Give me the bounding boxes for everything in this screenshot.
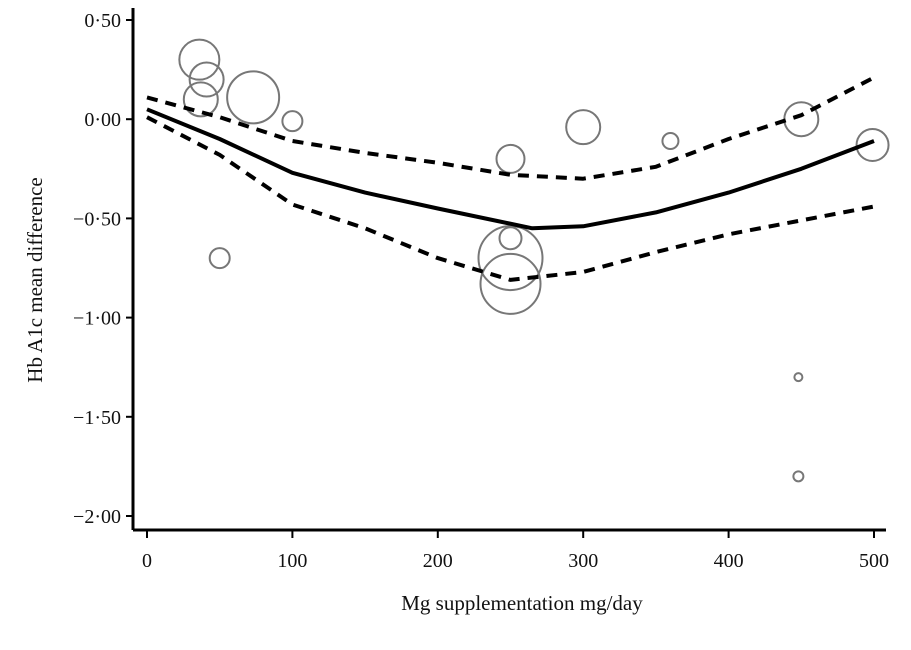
bubble-series: [178, 38, 890, 483]
data-point: [565, 109, 602, 146]
axes: [126, 8, 886, 538]
data-point: [661, 132, 680, 151]
y-tick-label: −0·50: [73, 208, 121, 230]
data-point: [226, 70, 281, 125]
tick-labels: 0·50 0·00 −0·50 −1·00 −1·50 −2·00 0 100 200 300 40…: [73, 10, 889, 572]
y-tick-label: −1·00: [73, 308, 121, 330]
data-point: [792, 470, 805, 483]
x-tick-label: 300: [568, 550, 598, 572]
confidence-band-line: [146, 115, 875, 282]
data-point: [182, 81, 219, 118]
data-point: [855, 127, 890, 162]
y-axis-title: Hb A1c mean difference: [23, 177, 47, 382]
data-point: [793, 372, 804, 383]
data-point: [477, 225, 544, 292]
data-point: [479, 252, 542, 315]
line-series: [146, 75, 875, 282]
y-tick-label: −2·00: [73, 506, 121, 528]
x-tick-label: 100: [277, 550, 307, 572]
data-point: [498, 226, 523, 251]
y-tick-label: 0·50: [84, 10, 121, 32]
x-tick-label: 0: [142, 550, 152, 572]
confidence-band-line: [146, 75, 875, 181]
data-point: [178, 38, 221, 81]
x-tick-label: 400: [714, 550, 744, 572]
x-tick-label: 500: [859, 550, 889, 572]
data-point: [281, 110, 304, 133]
y-tick-label: 0·00: [84, 109, 121, 131]
y-tick-label: −1·50: [73, 407, 121, 429]
fitted-curve: [146, 107, 875, 231]
x-axis-title: Mg supplementation mg/day: [401, 591, 643, 615]
data-point: [208, 247, 231, 270]
data-point: [188, 61, 225, 98]
x-tick-label: 200: [423, 550, 453, 572]
data-point: [495, 143, 526, 174]
